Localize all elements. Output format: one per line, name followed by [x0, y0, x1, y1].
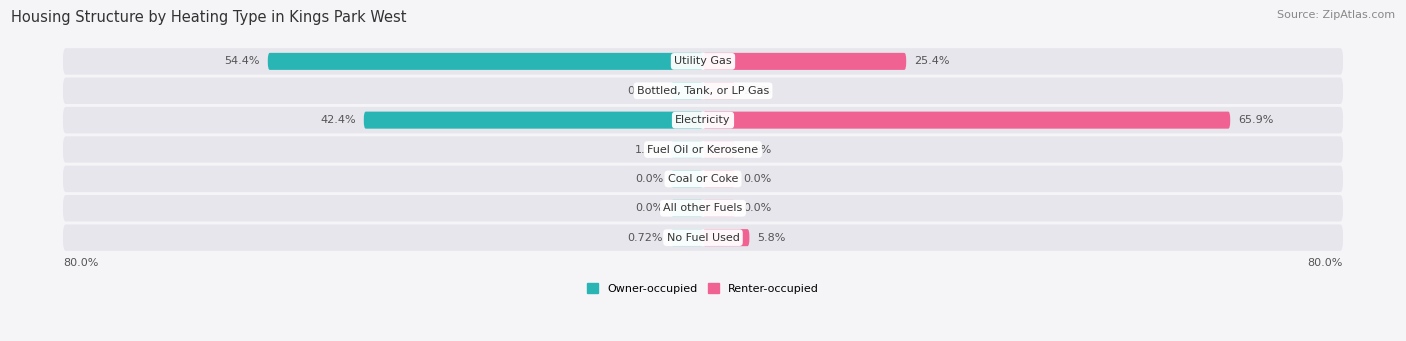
- Text: 25.4%: 25.4%: [914, 56, 949, 66]
- Text: Coal or Coke: Coal or Coke: [668, 174, 738, 184]
- FancyBboxPatch shape: [63, 224, 1343, 251]
- Text: Source: ZipAtlas.com: Source: ZipAtlas.com: [1277, 10, 1395, 20]
- Text: 2.9%: 2.9%: [742, 86, 772, 96]
- Text: 0.0%: 0.0%: [742, 203, 772, 213]
- FancyBboxPatch shape: [703, 53, 907, 70]
- Legend: Owner-occupied, Renter-occupied: Owner-occupied, Renter-occupied: [582, 279, 824, 298]
- Text: 0.72%: 0.72%: [627, 233, 664, 243]
- FancyBboxPatch shape: [703, 141, 735, 158]
- Text: Housing Structure by Heating Type in Kings Park West: Housing Structure by Heating Type in Kin…: [11, 10, 406, 25]
- Text: 80.0%: 80.0%: [1308, 257, 1343, 268]
- Text: All other Fuels: All other Fuels: [664, 203, 742, 213]
- FancyBboxPatch shape: [63, 166, 1343, 192]
- FancyBboxPatch shape: [703, 200, 735, 217]
- FancyBboxPatch shape: [703, 229, 749, 246]
- FancyBboxPatch shape: [671, 82, 703, 99]
- FancyBboxPatch shape: [63, 77, 1343, 104]
- Text: 0.0%: 0.0%: [742, 145, 772, 154]
- FancyBboxPatch shape: [703, 170, 735, 188]
- FancyBboxPatch shape: [364, 112, 703, 129]
- Text: 0.59%: 0.59%: [627, 86, 664, 96]
- Text: Fuel Oil or Kerosene: Fuel Oil or Kerosene: [647, 145, 759, 154]
- FancyBboxPatch shape: [671, 200, 703, 217]
- Text: 0.0%: 0.0%: [742, 174, 772, 184]
- FancyBboxPatch shape: [703, 112, 1230, 129]
- Text: Electricity: Electricity: [675, 115, 731, 125]
- FancyBboxPatch shape: [671, 170, 703, 188]
- FancyBboxPatch shape: [63, 107, 1343, 133]
- FancyBboxPatch shape: [63, 48, 1343, 75]
- Text: 5.8%: 5.8%: [758, 233, 786, 243]
- FancyBboxPatch shape: [63, 136, 1343, 163]
- FancyBboxPatch shape: [703, 82, 735, 99]
- Text: 80.0%: 80.0%: [63, 257, 98, 268]
- Text: No Fuel Used: No Fuel Used: [666, 233, 740, 243]
- Text: 42.4%: 42.4%: [321, 115, 356, 125]
- Text: 65.9%: 65.9%: [1239, 115, 1274, 125]
- Text: 0.0%: 0.0%: [634, 174, 664, 184]
- Text: Utility Gas: Utility Gas: [675, 56, 731, 66]
- FancyBboxPatch shape: [671, 229, 703, 246]
- FancyBboxPatch shape: [671, 141, 703, 158]
- Text: 0.0%: 0.0%: [634, 203, 664, 213]
- FancyBboxPatch shape: [63, 195, 1343, 222]
- Text: 54.4%: 54.4%: [225, 56, 260, 66]
- Text: 1.9%: 1.9%: [634, 145, 664, 154]
- Text: Bottled, Tank, or LP Gas: Bottled, Tank, or LP Gas: [637, 86, 769, 96]
- FancyBboxPatch shape: [267, 53, 703, 70]
